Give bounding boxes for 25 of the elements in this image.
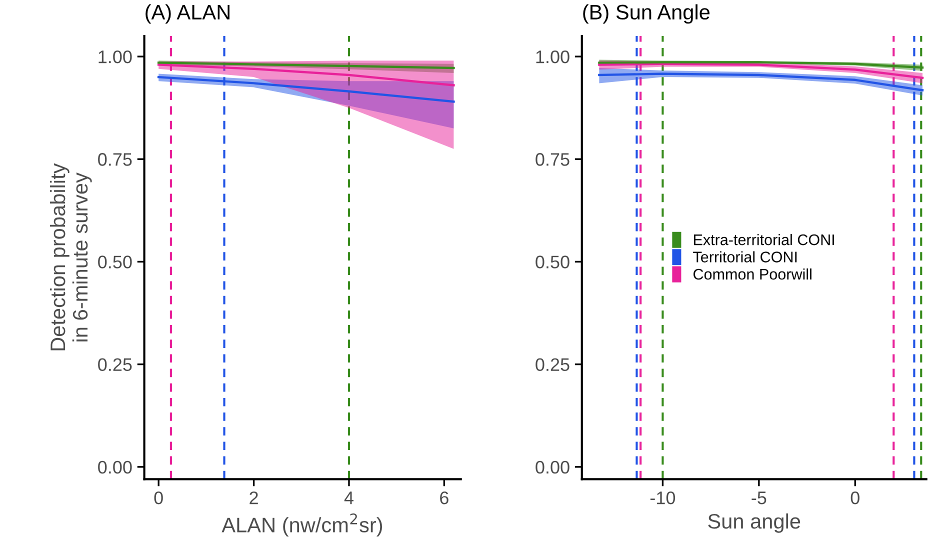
- legend-label: Extra-territorial CONI: [694, 234, 834, 246]
- y-tick-label: 0.25: [536, 358, 570, 372]
- x-tick-label: 6: [440, 491, 448, 504]
- y-tick-label: 0.50: [536, 256, 570, 268]
- y-axis-title: Detection probability in 6-minute survey: [50, 163, 92, 350]
- chart-title: (A) ALAN: [146, 4, 230, 24]
- x-axis-title: ALAN (nw/cm$^{2}$sr): [222, 513, 382, 537]
- y-tick-label: 0.75: [98, 153, 132, 166]
- y-tick-label: 0.00: [536, 460, 570, 474]
- y-tick-label: 0.50: [98, 256, 132, 268]
- y-tick-label: 0.00: [98, 460, 132, 474]
- y-tick-label: 1.00: [98, 50, 132, 64]
- x-tick-label: 0: [850, 491, 860, 504]
- x-axis-title: Sun angle: [708, 513, 800, 533]
- y-tick-label: 1.00: [536, 50, 570, 64]
- x-tick-label: -10: [650, 491, 676, 504]
- y-tick-label: 0.75: [536, 153, 570, 166]
- x-tick-label: 0: [154, 491, 163, 504]
- legend-label: Territorial CONI: [693, 251, 797, 262]
- x-tick-label: 2: [250, 491, 258, 504]
- y-tick-label: 0.25: [98, 358, 132, 372]
- x-tick-label: 4: [344, 492, 354, 504]
- legend-label: Common Poorwill: [694, 268, 812, 280]
- x-tick-label: -5: [752, 492, 766, 504]
- chart-title: (B) Sun Angle: [583, 4, 710, 24]
